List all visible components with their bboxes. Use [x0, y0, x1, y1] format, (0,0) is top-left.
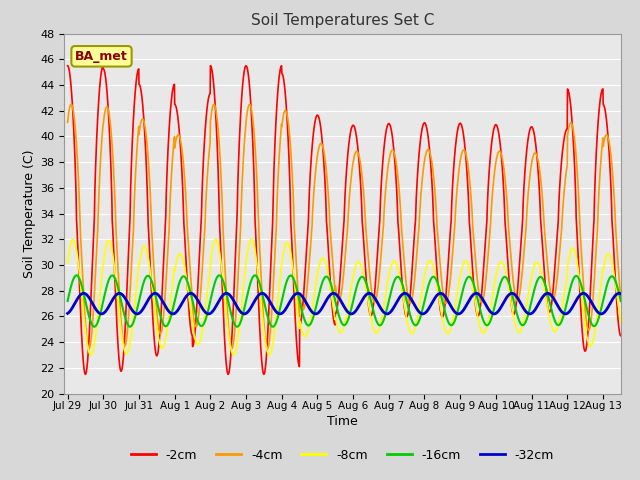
-4cm: [411, 278, 419, 284]
-4cm: [96, 166, 104, 171]
-8cm: [96, 290, 104, 296]
-4cm: [598, 144, 606, 150]
Line: -8cm: -8cm: [68, 240, 621, 355]
-32cm: [508, 290, 516, 296]
-4cm: [64, 120, 72, 125]
Line: -16cm: -16cm: [68, 276, 621, 327]
-16cm: [617, 298, 625, 304]
-16cm: [97, 310, 104, 316]
Title: Soil Temperatures Set C: Soil Temperatures Set C: [251, 13, 434, 28]
-16cm: [411, 322, 419, 328]
Y-axis label: Soil Temperature (C): Soil Temperature (C): [23, 149, 36, 278]
-32cm: [64, 311, 72, 316]
X-axis label: Time: Time: [327, 415, 358, 429]
-16cm: [348, 304, 356, 310]
-4cm: [617, 296, 625, 302]
-8cm: [348, 281, 356, 287]
-4cm: [246, 101, 253, 107]
-16cm: [73, 273, 81, 278]
-8cm: [428, 259, 435, 265]
-16cm: [428, 276, 435, 281]
-2cm: [64, 63, 72, 69]
-2cm: [410, 234, 418, 240]
-32cm: [410, 301, 418, 307]
-4cm: [532, 151, 540, 157]
Text: BA_met: BA_met: [75, 50, 128, 63]
-32cm: [617, 291, 625, 297]
-8cm: [64, 260, 72, 266]
-2cm: [428, 166, 435, 172]
Legend: -2cm, -4cm, -8cm, -16cm, -32cm: -2cm, -4cm, -8cm, -16cm, -32cm: [125, 444, 559, 467]
-4cm: [264, 346, 271, 351]
-8cm: [532, 260, 540, 265]
-8cm: [598, 273, 606, 278]
-2cm: [617, 333, 625, 338]
-32cm: [490, 311, 498, 317]
-8cm: [411, 327, 419, 333]
-8cm: [266, 352, 273, 358]
-2cm: [598, 88, 605, 94]
-16cm: [90, 324, 98, 330]
Line: -32cm: -32cm: [68, 293, 621, 314]
-32cm: [532, 305, 540, 311]
-8cm: [248, 237, 255, 242]
-4cm: [348, 169, 356, 175]
-32cm: [427, 302, 435, 308]
-2cm: [81, 372, 89, 377]
-16cm: [532, 280, 540, 286]
-4cm: [428, 156, 435, 162]
-2cm: [97, 77, 104, 83]
-16cm: [64, 298, 72, 304]
-8cm: [617, 320, 625, 325]
-2cm: [348, 125, 355, 131]
Line: -2cm: -2cm: [68, 66, 621, 374]
-32cm: [598, 311, 606, 317]
-2cm: [532, 144, 540, 150]
Line: -4cm: -4cm: [68, 104, 621, 348]
-32cm: [348, 311, 355, 317]
-32cm: [96, 311, 104, 316]
-16cm: [598, 302, 606, 308]
